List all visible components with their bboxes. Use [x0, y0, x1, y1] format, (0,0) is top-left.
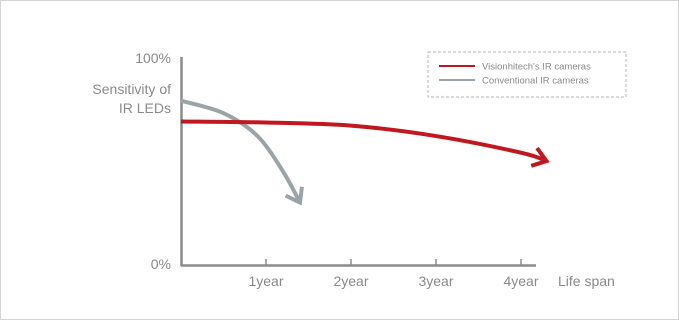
chart-svg: 100% Sensitivity of IR LEDs 0% 1year 2yea…: [92, 50, 627, 289]
x-axis-label: Life span: [558, 273, 615, 289]
arrowhead-visionhitech: [530, 146, 550, 168]
arrowhead-conventional: [284, 186, 304, 206]
y-axis-label-line-1: Sensitivity of: [92, 81, 171, 97]
series-line-visionhitech: [180, 119, 548, 163]
legend: Visionhitech's IR cameras Conventional I…: [427, 51, 627, 98]
legend-label-visionhitech: Visionhitech's IR cameras: [482, 62, 591, 73]
x-tick-label: 3year: [418, 273, 453, 289]
y-axis-bottom-label: 0%: [151, 256, 171, 272]
x-tick-label: 4year: [503, 273, 538, 289]
series-line-conventional: [180, 98, 302, 204]
legend-label-conventional: Conventional IR cameras: [482, 76, 589, 87]
x-tick-label: 2year: [333, 273, 368, 289]
legend-box: [427, 51, 627, 98]
y-axis-label-line-2: IR LEDs: [119, 100, 171, 116]
y-axis-top-label: 100%: [135, 50, 171, 66]
x-ticks: 1year 2year 3year 4year: [248, 259, 539, 289]
series-layer: [180, 98, 550, 206]
x-tick-label: 1year: [248, 273, 283, 289]
